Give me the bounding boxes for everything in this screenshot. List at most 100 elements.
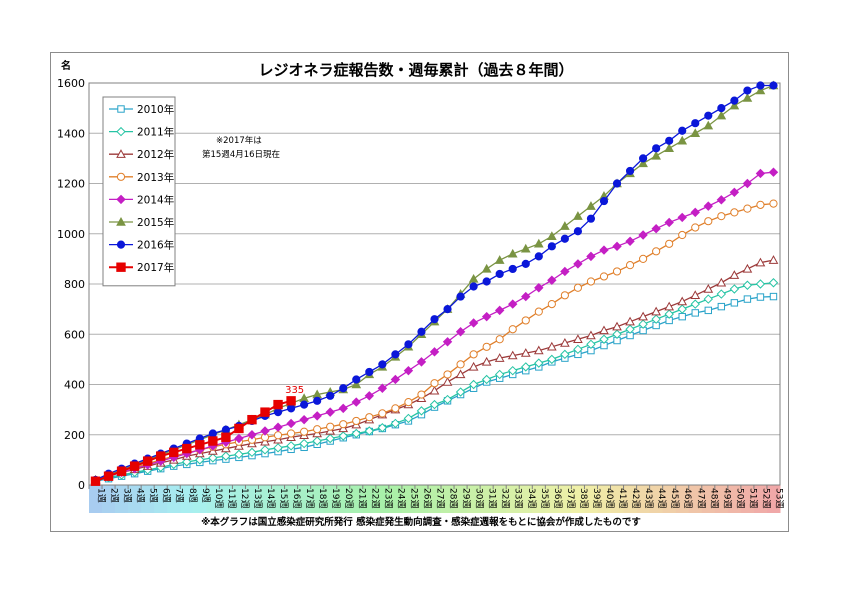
data-point	[599, 196, 609, 206]
data-point	[769, 292, 778, 301]
data-point	[455, 387, 466, 397]
data-point	[742, 280, 753, 290]
x-tick-label: 31週	[487, 488, 498, 508]
data-point	[300, 427, 309, 436]
data-point	[378, 360, 387, 369]
x-tick-label: 47週	[695, 488, 706, 508]
week-band	[558, 485, 572, 513]
data-point	[717, 104, 726, 113]
data-point	[455, 369, 466, 379]
week-band	[375, 485, 390, 513]
x-tick-label: 45週	[669, 488, 680, 508]
data-point	[665, 239, 674, 248]
week-band	[167, 485, 181, 513]
data-point	[429, 385, 440, 395]
week-band	[284, 485, 299, 513]
data-point	[546, 341, 557, 351]
data-point	[612, 241, 622, 252]
data-point	[717, 302, 726, 311]
data-point	[691, 309, 699, 317]
data-point	[494, 305, 505, 316]
data-point	[768, 167, 779, 177]
data-point	[364, 426, 375, 436]
data-point	[182, 457, 192, 467]
week-band	[519, 485, 533, 513]
data-point	[625, 261, 635, 270]
data-point	[273, 422, 283, 432]
data-point	[638, 158, 648, 168]
data-point	[612, 321, 622, 331]
y-tick-label: 200	[64, 429, 85, 442]
series-line	[95, 399, 292, 483]
data-point	[716, 289, 727, 299]
data-point	[286, 404, 296, 413]
data-point	[352, 416, 361, 426]
data-point	[769, 81, 778, 90]
data-point	[521, 291, 531, 302]
data-point	[377, 383, 388, 393]
data-point	[208, 429, 217, 438]
data-point	[769, 199, 778, 208]
x-tick-label: 32週	[500, 488, 511, 508]
week-band	[115, 485, 129, 513]
data-point	[365, 413, 374, 422]
data-point	[586, 339, 596, 350]
data-point	[495, 269, 504, 279]
x-tick-label: 1週	[96, 488, 107, 503]
x-tick-label: 41週	[617, 488, 628, 508]
data-point	[116, 149, 126, 158]
data-point	[351, 428, 361, 439]
week-band	[102, 485, 116, 513]
data-point	[129, 461, 140, 471]
week-band	[180, 485, 194, 513]
y-axis-unit: 名	[61, 59, 71, 72]
data-point	[755, 279, 766, 289]
data-point	[651, 314, 661, 324]
data-point	[286, 396, 296, 406]
data-point	[195, 455, 205, 465]
legend-label: 2012年	[137, 148, 174, 161]
x-tick-label: 10週	[213, 488, 224, 508]
week-band	[740, 485, 755, 513]
week-band	[414, 485, 429, 513]
data-point	[339, 420, 348, 429]
data-point	[260, 426, 270, 436]
data-point	[456, 360, 465, 369]
data-point	[729, 187, 740, 198]
legend-label: 2010年	[137, 103, 174, 116]
data-point	[443, 370, 452, 379]
data-point	[403, 365, 414, 376]
note-line-1: ※2017年は	[216, 135, 262, 146]
week-band	[154, 485, 168, 513]
data-point	[703, 201, 713, 211]
x-tick-label: 53週	[773, 488, 784, 508]
x-tick-label: 34週	[526, 488, 537, 508]
x-tick-label: 12週	[239, 488, 250, 508]
week-band	[675, 485, 690, 513]
data-point	[717, 212, 726, 221]
data-point	[639, 154, 648, 163]
data-point	[547, 354, 557, 365]
week-band	[206, 485, 220, 513]
data-point	[312, 411, 322, 421]
data-point	[742, 93, 753, 102]
data-point	[521, 362, 531, 372]
data-point	[638, 230, 648, 240]
data-point	[351, 379, 362, 389]
legend-label: 2015年	[137, 216, 174, 229]
week-band	[219, 485, 233, 513]
data-point	[573, 334, 583, 343]
data-point	[351, 397, 361, 407]
data-point	[468, 379, 479, 390]
data-point	[221, 432, 231, 442]
data-point	[586, 201, 596, 210]
data-point	[664, 309, 674, 319]
data-point	[313, 425, 322, 434]
y-tick-label: 1000	[57, 228, 85, 241]
data-point	[208, 436, 218, 446]
x-tick-label: 21週	[356, 488, 367, 508]
data-point	[573, 344, 583, 355]
data-point	[508, 325, 517, 334]
week-band	[662, 485, 677, 513]
week-band	[323, 485, 338, 513]
